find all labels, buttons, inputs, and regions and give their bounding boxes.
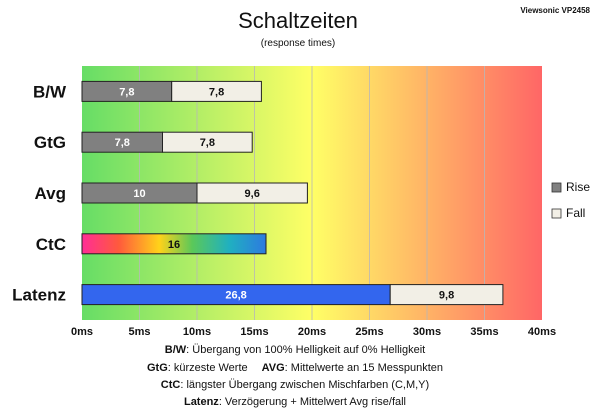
notes: B/W: Übergang von 100% Helligkeit auf 0%…: [147, 344, 443, 408]
data-label: 7,8: [115, 137, 130, 149]
note-latenz: Latenz: Verzögerung + Mittelwert Avg ris…: [184, 396, 406, 408]
note-gtg-label: GtG: [147, 362, 168, 374]
data-label: 9,6: [245, 188, 260, 200]
note-latenz-label: Latenz: [184, 396, 219, 408]
note-latenz-text: : Verzögerung + Mittelwert Avg rise/fall: [219, 396, 406, 408]
data-label: 7,8: [200, 137, 215, 149]
note-gtg: GtG: kürzeste Werte AVG: Mittelwerte an 1…: [147, 362, 443, 374]
note-ctc: CtC: längster Übergang zwischen Mischfar…: [161, 379, 429, 391]
note-ctc-text: : längster Übergang zwischen Mischfarben…: [180, 379, 429, 391]
category-labels: B/W GtG Avg CtC Latenz: [12, 82, 67, 304]
note-avg-text: : Mittelwerte an 15 Messpunkten: [285, 362, 443, 374]
note-ctc-label: CtC: [161, 379, 181, 391]
note-bw-label: B/W: [165, 344, 187, 356]
data-label: 26,8: [225, 290, 246, 302]
legend-label-fall: Fall: [566, 206, 585, 220]
note-avg-label: AVG: [262, 362, 285, 374]
category-label: Avg: [35, 184, 67, 203]
x-tick-label: 10ms: [183, 326, 211, 338]
category-label: Latenz: [12, 286, 66, 305]
category-label: GtG: [34, 133, 66, 152]
chart-subtitle: (response times): [261, 38, 335, 49]
x-tick-label: 35ms: [470, 326, 498, 338]
legend: Rise Fall: [551, 180, 590, 220]
monitor-label: Viewsonic VP2458: [520, 6, 590, 15]
data-label: 9,8: [439, 290, 454, 302]
x-tick-label: 15ms: [240, 326, 268, 338]
x-axis-ticks: 0ms 5ms 10ms 15ms 20ms 25ms 30ms 35ms 40ms: [71, 326, 556, 338]
data-label: 7,8: [119, 86, 134, 98]
bar-rise: [81, 233, 267, 255]
category-label: B/W: [33, 82, 67, 101]
bars: 7,8 7,8 7,8 7,8 10 9,6 16 26,8 9,8: [81, 80, 504, 306]
x-tick-label: 0ms: [71, 326, 93, 338]
bar-fall: [162, 131, 253, 153]
x-tick-label: 30ms: [413, 326, 441, 338]
x-tick-label: 5ms: [128, 326, 150, 338]
legend-swatch-rise: [551, 182, 562, 193]
x-tick-label: 25ms: [355, 326, 383, 338]
note-gtg-text: : kürzeste Werte: [168, 362, 248, 374]
bar-fall: [171, 80, 262, 102]
note-bw: B/W: Übergang von 100% Helligkeit auf 0%…: [165, 344, 425, 356]
chart-title: Schaltzeiten: [238, 8, 358, 33]
bar-fall: [389, 284, 504, 306]
note-bw-text: : Übergang von 100% Helligkeit auf 0% He…: [186, 344, 425, 356]
data-label: 10: [133, 188, 145, 200]
x-tick-label: 40ms: [528, 326, 556, 338]
legend-swatch-fall: [551, 208, 562, 219]
bar-fall: [196, 182, 308, 204]
category-label: CtC: [36, 235, 66, 254]
data-label: 16: [168, 239, 180, 251]
data-label: 7,8: [209, 86, 224, 98]
legend-label-rise: Rise: [566, 180, 590, 194]
x-tick-label: 20ms: [298, 326, 326, 338]
